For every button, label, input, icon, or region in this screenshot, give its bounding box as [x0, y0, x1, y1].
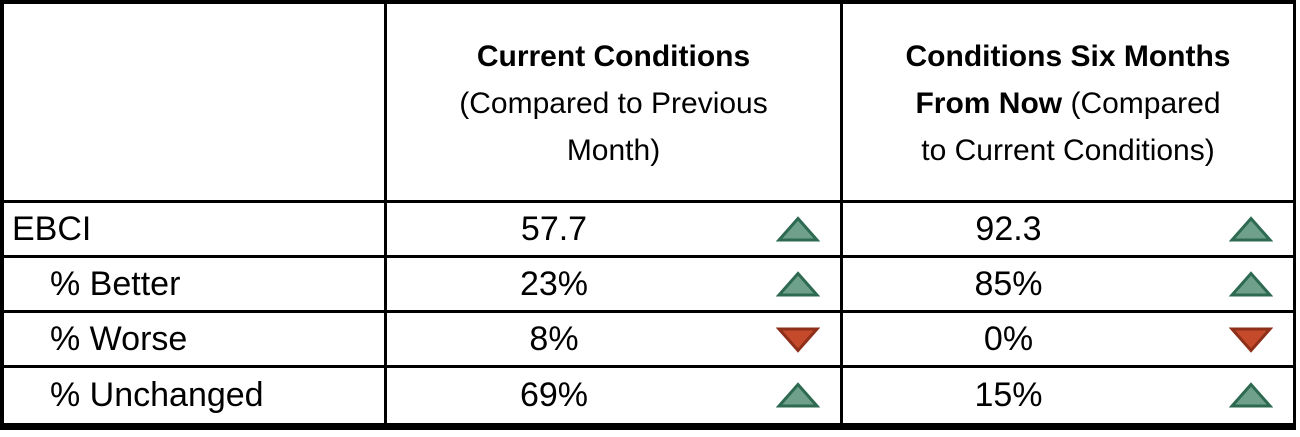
- header-line: (Compared to Previous: [459, 86, 768, 120]
- row-label-ebci: EBCI: [4, 203, 387, 258]
- current-value: 57.7: [520, 209, 588, 248]
- current-value-cell: 69%: [387, 368, 843, 423]
- trend-arrow-icon: [1229, 215, 1273, 243]
- row-label: % Unchanged: [50, 376, 264, 414]
- six-months-value: 92.3: [975, 209, 1042, 248]
- header-line: to Current Conditions): [921, 133, 1215, 167]
- header-six-months: Conditions Six Months From Now (Compared…: [843, 4, 1293, 203]
- trend-arrow-icon: [776, 270, 820, 298]
- current-value: 23%: [519, 264, 589, 303]
- six-months-value-cell: 92.3: [843, 203, 1293, 258]
- trend-arrow-icon: [776, 382, 820, 409]
- six-months-value-cell: 0%: [843, 313, 1293, 368]
- current-value-cell: 57.7: [387, 203, 843, 258]
- header-empty-cell: [4, 4, 387, 203]
- six-months-value: 0%: [983, 319, 1034, 358]
- header-line: Current Conditions: [476, 39, 751, 73]
- header-line: Month): [566, 133, 661, 167]
- header-current-conditions: Current Conditions (Compared to Previous…: [387, 4, 843, 203]
- trend-arrow-icon: [776, 326, 820, 353]
- current-value-cell: 23%: [387, 258, 843, 313]
- six-months-value: 15%: [974, 376, 1043, 414]
- trend-arrow-icon: [1229, 270, 1273, 298]
- current-value-cell: 8%: [387, 313, 843, 368]
- row-label-pct-better: % Better: [4, 258, 387, 313]
- row-label-pct-unchanged: % Unchanged: [4, 368, 387, 423]
- current-value: 8%: [529, 319, 579, 358]
- six-months-value-cell: 15%: [843, 368, 1293, 423]
- trend-arrow-icon: [776, 215, 820, 243]
- header-line: From Now (Compared: [915, 86, 1221, 120]
- trend-arrow-icon: [1229, 326, 1273, 353]
- row-label: % Better: [50, 264, 181, 303]
- row-label: EBCI: [12, 209, 92, 248]
- current-value: 69%: [519, 376, 589, 414]
- six-months-value-cell: 85%: [843, 258, 1293, 313]
- trend-arrow-icon: [1229, 382, 1273, 409]
- row-label: % Worse: [50, 319, 188, 358]
- header-line: Conditions Six Months: [905, 39, 1231, 73]
- row-label-pct-worse: % Worse: [4, 313, 387, 368]
- six-months-value: 85%: [974, 264, 1043, 303]
